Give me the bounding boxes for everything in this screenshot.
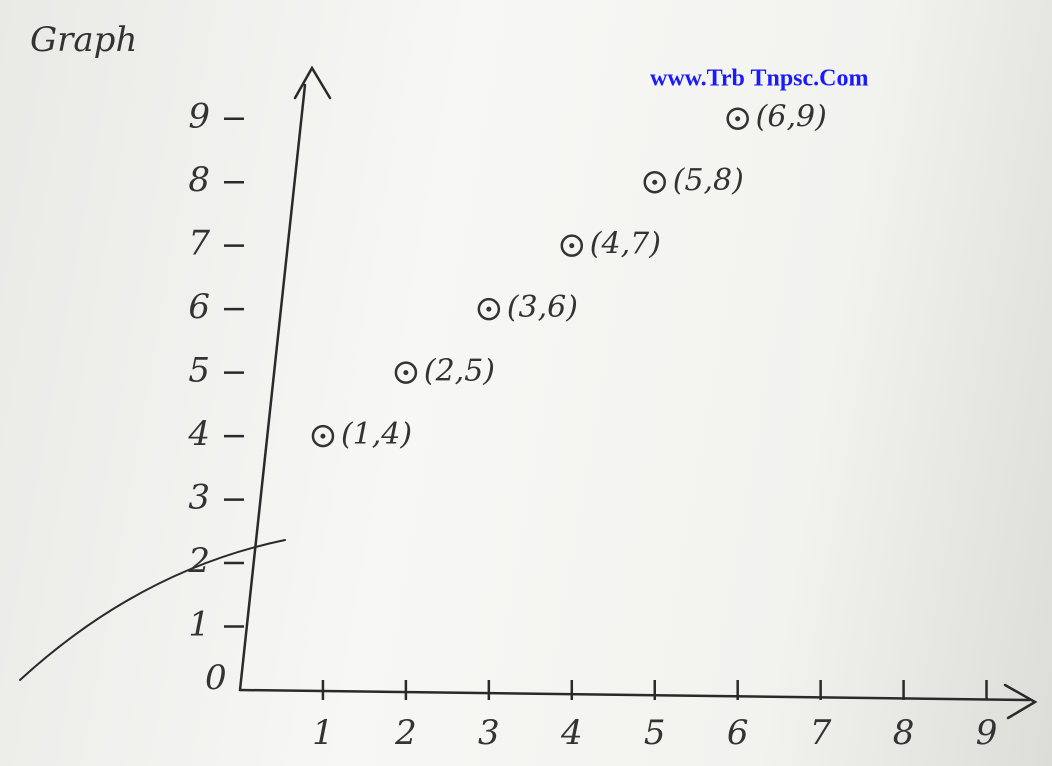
point-label: (2,5) bbox=[424, 354, 495, 389]
point-label: (3,6) bbox=[507, 290, 578, 325]
y-tick-label: 9 bbox=[188, 97, 210, 137]
chart-title: Graph bbox=[30, 20, 137, 60]
x-tick-label: 4 bbox=[560, 713, 583, 753]
point-label: (4,7) bbox=[590, 227, 661, 262]
x-axis bbox=[240, 685, 1035, 718]
y-tick-label: 2 bbox=[187, 541, 210, 581]
x-tick-label: 1 bbox=[312, 713, 334, 753]
x-tick-label: 3 bbox=[478, 713, 500, 753]
point-dot bbox=[569, 243, 574, 248]
x-tick-label: 5 bbox=[644, 713, 666, 753]
point-dot bbox=[320, 434, 325, 439]
y-tick-label: 1 bbox=[188, 605, 210, 645]
y-tick-label: 3 bbox=[188, 478, 210, 518]
chart: Graph 0 www.Trb Tnpsc.Com 1 2 3 4 5 6 7 8 9 1 2 3 4 5… bbox=[0, 0, 1052, 766]
y-tick-label: 6 bbox=[188, 287, 210, 327]
origin-label: 0 bbox=[205, 658, 227, 698]
point-dot bbox=[486, 307, 491, 312]
stray-stroke bbox=[20, 540, 285, 680]
point-label: (6,9) bbox=[756, 100, 827, 135]
x-tick-label: 2 bbox=[394, 713, 417, 753]
point-dot bbox=[735, 116, 740, 121]
y-axis bbox=[240, 68, 330, 690]
point-label: (5,8) bbox=[673, 163, 744, 198]
y-tick-label: 7 bbox=[188, 224, 210, 264]
y-tick-label: 4 bbox=[187, 414, 210, 454]
x-tick-label: 8 bbox=[893, 713, 915, 753]
x-tick-label: 6 bbox=[727, 713, 749, 753]
point-label: (1,4) bbox=[341, 417, 412, 452]
point-dot bbox=[403, 370, 408, 375]
x-tick-label: 7 bbox=[810, 713, 832, 753]
point-dot bbox=[652, 180, 657, 185]
y-tick-label: 8 bbox=[188, 160, 210, 200]
y-tick-label: 5 bbox=[188, 351, 210, 391]
x-tick-label: 9 bbox=[976, 713, 998, 753]
watermark: www.Trb Tnpsc.Com bbox=[650, 66, 868, 92]
